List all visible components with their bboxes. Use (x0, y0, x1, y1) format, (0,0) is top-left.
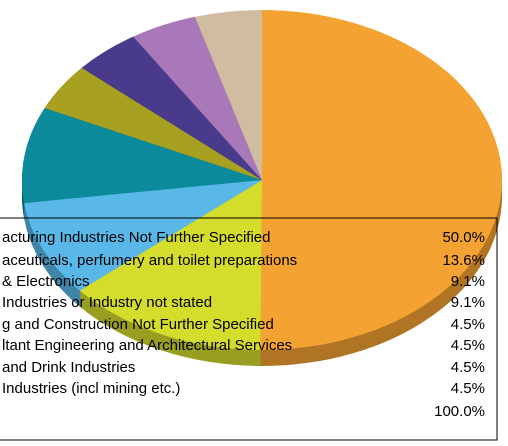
legend-value: 4.5% (451, 337, 485, 354)
slice (133, 16, 262, 180)
total-label: 100.0% (434, 403, 485, 420)
legend-label: aceuticals, perfumery and toilet prepara… (2, 252, 297, 269)
legend-label: and Drink Industries (2, 359, 135, 376)
legend-box (0, 217, 498, 441)
slice (24, 180, 263, 291)
legend-value: 9.1% (451, 273, 485, 290)
slice (44, 67, 263, 180)
slice (79, 180, 263, 350)
legend-value: 9.1% (451, 294, 485, 311)
legend-label: acturing Industries Not Further Specifie… (2, 229, 270, 246)
legend-label: Industries (incl mining etc.) (2, 380, 180, 397)
legend-label: ltant Engineering and Architectural Serv… (2, 337, 292, 354)
legend-value: 4.5% (451, 380, 485, 397)
legend-label: & Electronics (2, 273, 90, 290)
legend-label: g and Construction Not Further Specified (2, 316, 274, 333)
slice (22, 107, 263, 203)
legend-label: Industries or Industry not stated (2, 294, 212, 311)
slice (81, 36, 262, 181)
slice (194, 10, 262, 180)
legend-value: 4.5% (451, 359, 485, 376)
slice (260, 10, 502, 350)
legend: acturing Industries Not Further Specifie… (2, 229, 485, 397)
legend-value: 50.0% (442, 229, 485, 246)
legend-value: 4.5% (451, 316, 485, 333)
pie (22, 10, 502, 366)
legend-value: 13.6% (442, 252, 485, 269)
